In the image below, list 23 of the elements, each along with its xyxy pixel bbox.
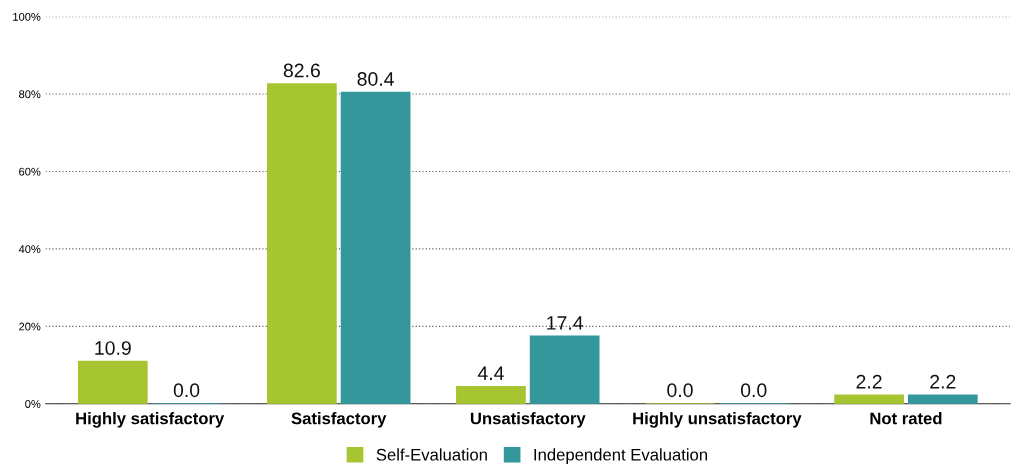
y-tick-label: 100% <box>13 12 41 21</box>
x-tick-label: Satisfactory <box>291 412 387 428</box>
data-label: 17.4 <box>547 316 584 330</box>
data-label: 0.0 <box>667 383 693 398</box>
y-tick-label: 40% <box>18 245 41 254</box>
x-tick-label: Highly unsatisfactory <box>633 412 802 428</box>
data-label: 2.2 <box>856 374 882 389</box>
x-tick-label: Not rated <box>870 412 942 425</box>
x-tick-label: Unsatisfactory <box>470 412 586 428</box>
data-label: 0.0 <box>740 383 767 398</box>
data-label: 2.2 <box>930 374 956 389</box>
data-label: 10.9 <box>95 341 131 355</box>
data-label: 82.6 <box>283 63 320 78</box>
x-tick-label: Highly satisfactory <box>76 412 225 428</box>
y-tick-label: 60% <box>19 167 41 176</box>
y-tick-label: 80% <box>19 90 41 99</box>
legend-label: Independent Evaluation <box>534 448 708 464</box>
legend-label: Self-Evaluation <box>376 448 487 461</box>
y-tick-label: 0% <box>25 400 41 408</box>
data-label: 80.4 <box>357 72 394 86</box>
y-tick-label: 20% <box>19 322 41 331</box>
data-label: 4.4 <box>477 366 504 380</box>
data-label: 0.0 <box>173 383 200 398</box>
